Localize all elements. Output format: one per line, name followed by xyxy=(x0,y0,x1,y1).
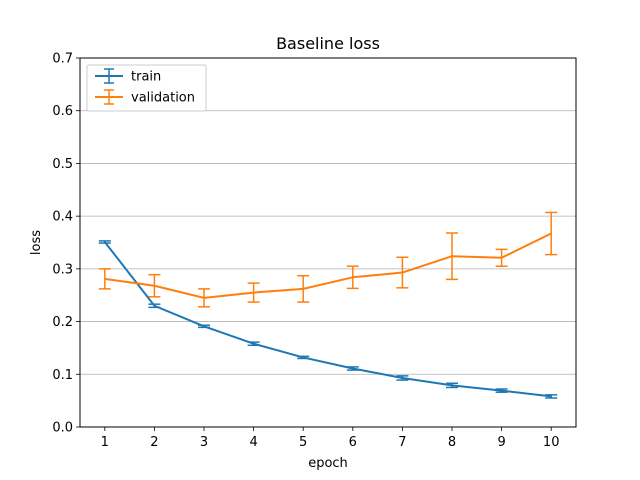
chart-title: Baseline loss xyxy=(276,34,380,53)
series-train xyxy=(98,240,558,399)
y-tick-label: 0.3 xyxy=(52,262,73,277)
legend-entry-validation: validation xyxy=(95,89,195,106)
y-axis-label: loss xyxy=(29,230,44,255)
x-tick-label: 6 xyxy=(349,435,357,450)
plot-series xyxy=(98,211,558,399)
legend-label-train: train xyxy=(131,70,161,85)
x-tick-label: 1 xyxy=(101,435,109,450)
legend: train validation xyxy=(86,64,207,112)
x-tick-label: 7 xyxy=(398,435,406,450)
x-axis: 1 2 3 4 5 6 7 8 9 10 xyxy=(101,427,560,450)
y-tick-label: 0.4 xyxy=(52,210,73,225)
y-tick-label: 0.0 xyxy=(52,421,73,436)
y-tick-label: 0.1 xyxy=(52,368,73,383)
series-line-validation xyxy=(104,232,552,299)
x-axis-label: epoch xyxy=(308,456,348,471)
x-tick-label: 8 xyxy=(448,435,456,450)
y-tick-label: 0.5 xyxy=(52,157,73,172)
y-tick-label: 0.7 xyxy=(52,52,73,67)
x-tick-label: 10 xyxy=(543,435,560,450)
y-tick-label: 0.6 xyxy=(52,104,73,119)
x-tick-label: 4 xyxy=(249,435,257,450)
plot-frame xyxy=(79,57,577,428)
series-validation xyxy=(98,211,558,308)
x-tick-label: 2 xyxy=(150,435,158,450)
legend-label-validation: validation xyxy=(131,91,195,106)
y-axis: 0.0 0.1 0.2 0.3 0.4 0.5 0.6 0.7 xyxy=(52,52,80,436)
x-tick-label: 9 xyxy=(497,435,505,450)
x-tick-label: 3 xyxy=(200,435,208,450)
series-line-train xyxy=(104,241,552,398)
x-tick-label: 5 xyxy=(299,435,307,450)
legend-entry-train: train xyxy=(95,68,161,85)
y-tick-label: 0.2 xyxy=(52,315,73,330)
